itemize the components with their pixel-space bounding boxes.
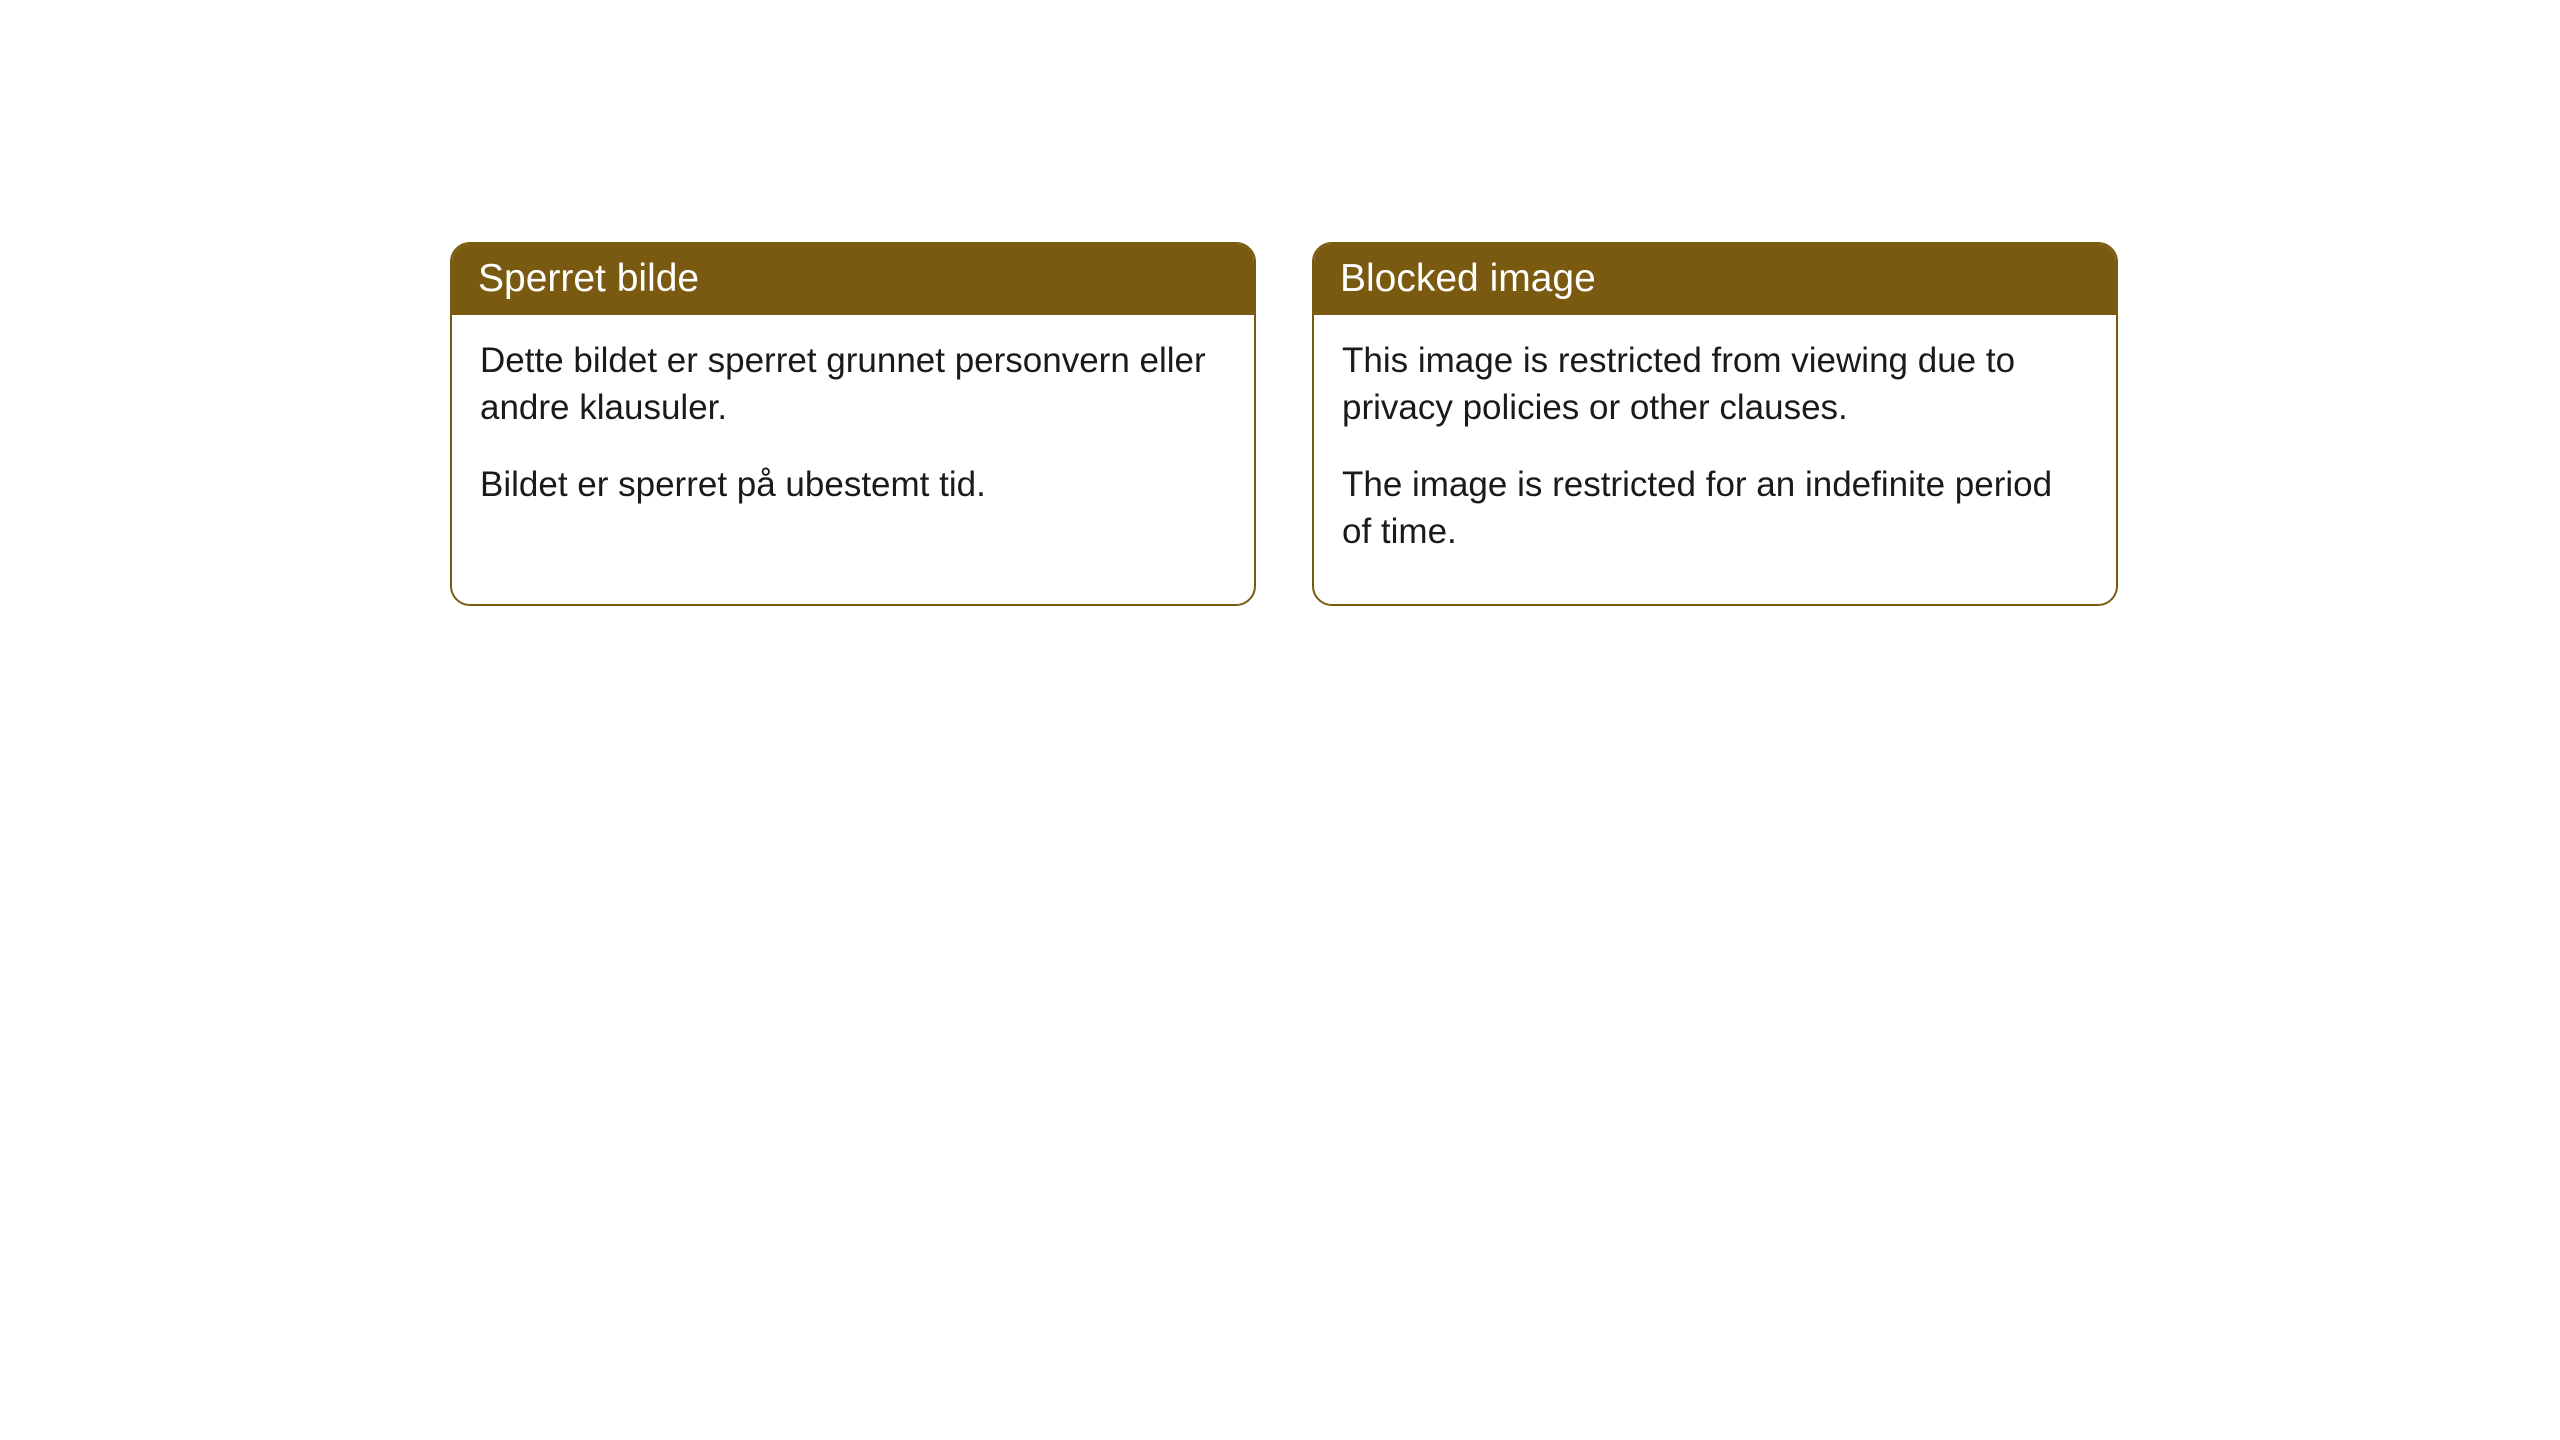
- notice-card-norwegian: Sperret bilde Dette bildet er sperret gr…: [450, 242, 1256, 606]
- notice-paragraph: The image is restricted for an indefinit…: [1342, 461, 2088, 556]
- notice-header: Blocked image: [1314, 244, 2116, 315]
- notice-container: Sperret bilde Dette bildet er sperret gr…: [0, 0, 2560, 606]
- notice-paragraph: This image is restricted from viewing du…: [1342, 337, 2088, 432]
- notice-body: Dette bildet er sperret grunnet personve…: [452, 315, 1254, 557]
- notice-header: Sperret bilde: [452, 244, 1254, 315]
- notice-paragraph: Dette bildet er sperret grunnet personve…: [480, 337, 1226, 432]
- notice-paragraph: Bildet er sperret på ubestemt tid.: [480, 461, 1226, 508]
- notice-card-english: Blocked image This image is restricted f…: [1312, 242, 2118, 606]
- notice-body: This image is restricted from viewing du…: [1314, 315, 2116, 604]
